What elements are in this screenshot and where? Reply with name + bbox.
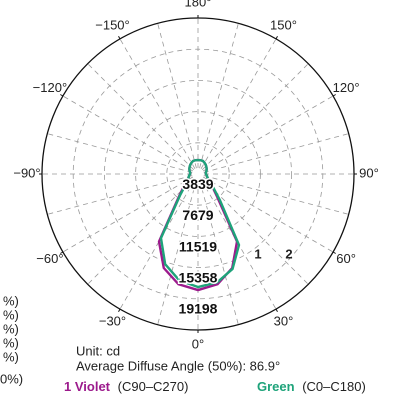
theta-tick-label: 120° [333, 80, 360, 95]
theta-tick-label: 0° [192, 336, 204, 351]
theta-tick-label: 90° [359, 165, 379, 180]
theta-tick [60, 94, 64, 97]
radial-grid [203, 175, 349, 215]
theta-tick-label: −120° [33, 80, 67, 95]
ring-label: 3839 [182, 176, 213, 192]
ring-grid [72, 48, 324, 300]
ring-label: 7679 [182, 207, 213, 223]
clipped-text: %) [3, 321, 19, 336]
radial-grid [119, 178, 196, 310]
radial-grid [199, 179, 239, 325]
theta-tick-label: −150° [95, 17, 129, 32]
theta-tick [332, 251, 336, 254]
ring-label: 19198 [179, 301, 218, 317]
theta-tick-label: −90° [13, 165, 40, 180]
curve-label: 2 [285, 246, 292, 261]
radial-grid [202, 176, 334, 253]
theta-tick-label: 180° [185, 0, 212, 9]
legend-name: Green [257, 379, 295, 394]
radial-grid [200, 38, 277, 170]
radial-grid [47, 175, 193, 215]
theta-tick [118, 36, 121, 40]
clipped-text: %) [3, 293, 19, 308]
theta-tick [275, 36, 278, 40]
clipped-text: %) [3, 307, 19, 322]
radial-grid [62, 95, 194, 172]
plot-area [39, 15, 357, 333]
note: Average Diffuse Angle (50%): 86.9° [76, 358, 280, 373]
legend-desc: (C90–C270) [118, 379, 189, 394]
ring-grid [135, 111, 261, 237]
radial-grid [157, 179, 197, 325]
clipped-text: %) [3, 349, 19, 364]
clipped-text: %) [3, 335, 19, 350]
legend-desc: (C0–C180) [302, 379, 366, 394]
radial-grid [202, 95, 334, 172]
legend: 1 Violet (C90–C270) Green (C0–C180) [64, 379, 366, 394]
radial-grid [201, 177, 309, 285]
radial-grid [157, 23, 197, 169]
ring-grid [166, 142, 230, 206]
ring-grid [103, 79, 293, 269]
ring-label: 15358 [179, 269, 218, 285]
radial-grid [119, 38, 196, 170]
theta-tick-label: −60° [36, 251, 63, 266]
theta-tick [118, 308, 121, 312]
ring-label: 11519 [179, 238, 217, 254]
theta-tick [275, 308, 278, 312]
theta-tick-label: 150° [270, 17, 297, 32]
theta-tick-label: −30° [99, 314, 126, 329]
radial-grid [203, 133, 349, 173]
radial-grid [201, 63, 309, 171]
unit-label: Unit: cd [76, 343, 120, 358]
radial-grid [87, 63, 195, 171]
theta-tick-label: 60° [336, 251, 356, 266]
legend-name: 1 Violet [64, 379, 111, 394]
radial-grid [62, 176, 194, 253]
theta-tick-label: 30° [274, 314, 294, 329]
curve-label: 1 [254, 246, 261, 261]
radial-grid [199, 23, 239, 169]
theta-tick [60, 251, 64, 254]
theta-tick [332, 94, 336, 97]
intensity-curve [159, 158, 241, 289]
radial-grid [87, 177, 195, 285]
clipped-text: 0%) [0, 371, 23, 386]
radial-grid [47, 133, 193, 173]
